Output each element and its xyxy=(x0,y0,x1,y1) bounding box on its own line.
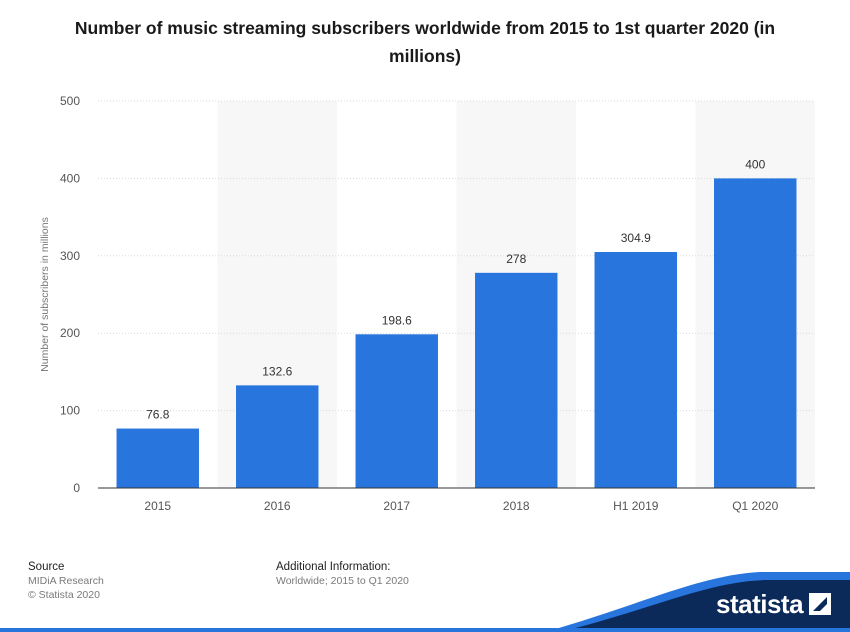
source-line: MIDiA Research xyxy=(28,575,104,587)
data-label: 304.9 xyxy=(621,231,651,245)
x-tick-label: H1 2019 xyxy=(613,499,659,513)
y-tick-label: 300 xyxy=(60,249,80,263)
x-tick-label: 2015 xyxy=(144,499,171,513)
data-label: 76.8 xyxy=(146,408,170,422)
x-tick-label: Q1 2020 xyxy=(732,499,778,513)
source-block: Source MIDiA Research © Statista 2020 xyxy=(28,560,104,602)
bar xyxy=(714,178,797,488)
chart-title: Number of music streaming subscribers wo… xyxy=(74,18,776,66)
statista-mark-icon xyxy=(809,593,832,615)
data-label: 198.6 xyxy=(382,313,412,327)
data-label: 278 xyxy=(506,252,526,266)
brand-swoosh xyxy=(560,580,850,632)
y-tick-label: 100 xyxy=(60,404,80,418)
x-tick-label: 2016 xyxy=(264,499,291,513)
additional-info-line: Worldwide; 2015 to Q1 2020 xyxy=(276,575,409,587)
x-tick-label: 2018 xyxy=(503,499,530,513)
additional-info-heading: Additional Information: xyxy=(276,561,391,573)
bar xyxy=(236,385,319,488)
y-tick-label: 500 xyxy=(60,94,80,108)
y-tick-label: 0 xyxy=(73,481,80,495)
data-label: 132.6 xyxy=(262,364,292,378)
bar xyxy=(594,252,677,488)
source-heading: Source xyxy=(28,561,65,573)
additional-info-block: Additional Information: Worldwide; 2015 … xyxy=(276,560,409,588)
bar-chart: 0 100 200 300 400 500 Number of subscribers in… xyxy=(39,94,815,513)
statista-wordmark: statista xyxy=(716,588,804,619)
y-axis-label: Number of subscribers in millions xyxy=(39,217,51,372)
data-label: 400 xyxy=(745,157,765,171)
statista-logo: statista xyxy=(716,588,832,619)
bar xyxy=(116,428,199,488)
bar xyxy=(475,272,558,488)
y-tick-label: 200 xyxy=(60,326,80,340)
brand-bottom-stripe xyxy=(0,628,850,632)
x-tick-label: 2017 xyxy=(383,499,410,513)
y-tick-label: 400 xyxy=(60,171,80,185)
bar xyxy=(355,334,438,488)
copyright-line: © Statista 2020 xyxy=(28,589,100,601)
